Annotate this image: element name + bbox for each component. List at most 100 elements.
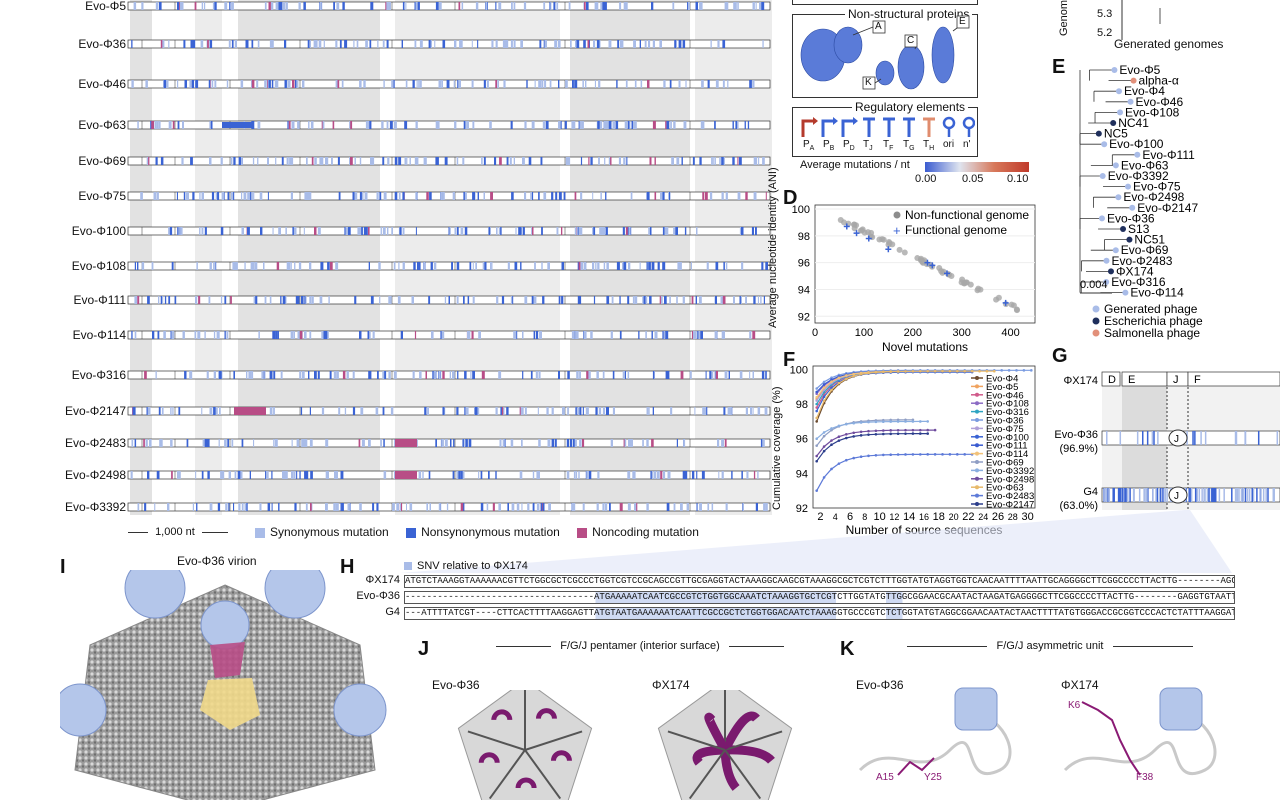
mutation-mark (442, 192, 445, 200)
mutation-mark (230, 192, 234, 200)
tree-leaf-label: Evo-Φ2498 (1123, 190, 1184, 204)
mutation-mark (131, 331, 133, 339)
mutation-mark (457, 371, 459, 379)
coverage-point (889, 453, 892, 457)
mutation-mark (737, 121, 739, 129)
mutation-mark (762, 40, 764, 48)
mutation-mark (238, 503, 241, 511)
mutation-mark (325, 471, 329, 479)
mutation-mark (633, 40, 636, 48)
mutation-mark (734, 2, 737, 10)
mutation-mark (146, 157, 149, 165)
mutation-mark (653, 471, 657, 479)
tree-tip (1115, 88, 1122, 95)
mutation-mark (361, 227, 363, 235)
nonfunctional-point (896, 246, 903, 253)
mutation-mark (598, 80, 601, 88)
coverage-point (815, 399, 818, 402)
mutation-mark (741, 262, 744, 270)
mutation-mark (233, 503, 235, 511)
mutation-mark (1200, 431, 1202, 445)
mutation-mark (563, 192, 566, 200)
mutation-mark (544, 80, 547, 88)
genome-track (127, 191, 771, 201)
mutation-mark (492, 503, 495, 511)
tree-tip (1095, 130, 1102, 137)
mutation-mark (1153, 431, 1155, 445)
mutation-mark (298, 262, 302, 270)
mutation-mark (207, 471, 210, 479)
coverage-point (852, 456, 855, 460)
mutation-mark (738, 157, 742, 165)
mutation-mark (535, 371, 538, 379)
alignment-row-label: G4 (385, 606, 400, 618)
functional-point (843, 223, 850, 230)
coverage-point (822, 380, 826, 384)
mutation-mark (722, 80, 725, 88)
mutation-mark (532, 503, 535, 511)
mutation-mark (592, 227, 594, 235)
legend-label: Evo-Φ69 (986, 458, 1024, 469)
mutation-mark (747, 121, 750, 129)
mutation-mark (642, 296, 646, 304)
mutation-mark (1204, 488, 1206, 502)
mutation-mark (264, 80, 267, 88)
mutation-mark (638, 331, 640, 339)
mutation-mark (434, 40, 436, 48)
mutation-mark (296, 471, 298, 479)
mutation-mark (386, 121, 389, 129)
mutation-mark (533, 331, 536, 339)
mutation-mark (299, 371, 301, 379)
mutation-mark (146, 407, 149, 415)
mutation-mark (273, 371, 276, 379)
tree-tip (1130, 77, 1137, 84)
mutation-mark (309, 262, 312, 270)
mutation-mark (370, 157, 373, 165)
gene-arrow (127, 330, 771, 340)
residue-patch (550, 750, 572, 762)
mutation-mark (578, 471, 580, 479)
mutation-mark (619, 503, 623, 511)
functional-point (885, 246, 892, 253)
mutation-mark (513, 331, 517, 339)
mutation-mark (295, 80, 297, 88)
mutation-mark (205, 439, 208, 447)
coverage-point (993, 369, 996, 373)
mutation-mark (631, 121, 633, 129)
mutation-mark (304, 471, 306, 479)
mutation-mark (670, 121, 672, 129)
coverage-point (963, 453, 966, 456)
mutation-mark (213, 371, 216, 379)
mutation-mark (488, 227, 491, 235)
mutation-mark (320, 2, 322, 10)
mutation-mark (293, 227, 297, 235)
mutation-mark (304, 192, 308, 200)
mutation-mark (194, 331, 197, 339)
mutation-mark (646, 262, 650, 270)
mutation-mark (269, 40, 273, 48)
mutation-mark (700, 2, 703, 10)
coverage-point (845, 374, 848, 377)
mutation-mark (137, 296, 140, 304)
mutation-mark (267, 503, 271, 511)
mutation-mark (224, 2, 228, 10)
mutation-mark (390, 407, 394, 415)
mutation-mark (536, 503, 540, 511)
residue-patch (720, 711, 760, 752)
mutation-mark (310, 503, 312, 511)
mutation-mark (733, 2, 735, 10)
mutation-mark (192, 503, 194, 511)
mutation-mark (221, 192, 225, 200)
regulatory-element-label: TJ (863, 139, 873, 152)
element-name: P (843, 139, 850, 150)
genome-track (127, 406, 771, 416)
residue-patch (692, 745, 726, 766)
mutation-mark (393, 371, 397, 379)
nonstructural-box (792, 0, 978, 5)
mutation-mark (1211, 488, 1214, 502)
mutation-mark (442, 407, 445, 415)
mutation-mark (1133, 488, 1135, 502)
legend-label: Evo-Φ46 (986, 390, 1024, 401)
mutation-mark (763, 503, 766, 511)
mutation-mark (765, 192, 767, 200)
